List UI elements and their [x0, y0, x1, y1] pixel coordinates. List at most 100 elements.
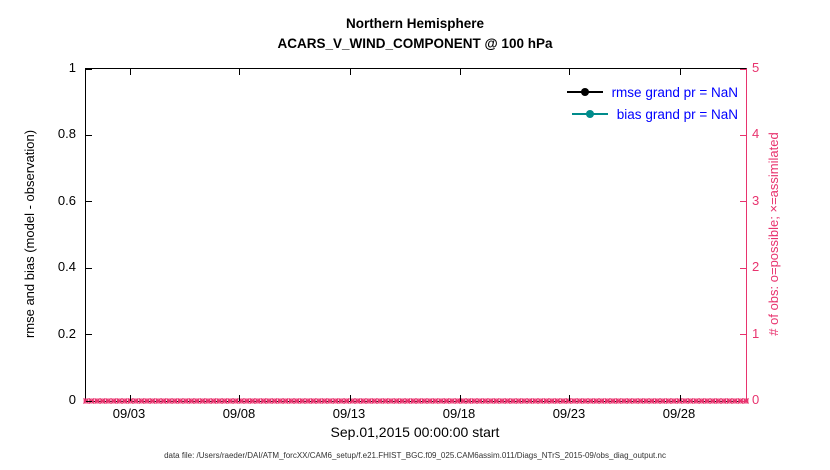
obs-marker-o: o [510, 395, 516, 406]
obs-marker-x: × [243, 394, 251, 408]
obs-marker-x: × [675, 394, 683, 408]
obs-marker-o: o [543, 395, 550, 406]
obs-marker-x: × [576, 394, 584, 408]
obs-marker-o: o [260, 395, 267, 406]
obs-marker-o: o [382, 395, 389, 406]
left-axis-tick [86, 201, 92, 203]
obs-marker-x: × [609, 394, 617, 408]
obs-marker-o: o [399, 395, 405, 406]
obs-marker-o: o [743, 395, 749, 406]
obs-marker-x: × [176, 394, 184, 408]
obs-marker-x: × [187, 394, 195, 408]
x-axis-tick-label: 09/13 [332, 406, 366, 421]
obs-marker-x: × [104, 394, 112, 408]
obs-marker-x: × [226, 394, 234, 408]
right-axis-tick [740, 267, 746, 269]
obs-marker-o: o [626, 395, 633, 406]
obs-marker-x: × [276, 394, 284, 408]
obs-marker-x: × [254, 394, 262, 408]
obs-marker-o: o [305, 395, 311, 406]
right-axis-tick [740, 334, 746, 336]
obs-marker-o: o [432, 395, 439, 406]
obs-marker-x: × [725, 394, 733, 408]
obs-marker-o: o [171, 395, 178, 406]
obs-marker-x: × [637, 394, 645, 408]
plot-area: rmse grand pr = NaN bias grand pr = NaN o… [82, 68, 750, 407]
obs-marker-x: × [465, 394, 473, 408]
obs-marker-x: × [332, 394, 340, 408]
right-axis-tick-label: 1 [752, 325, 760, 341]
obs-marker-x: × [459, 394, 467, 408]
obs-marker-x: × [287, 394, 295, 408]
obs-marker-x: × [265, 394, 273, 408]
x-axis-tick-label: 09/18 [442, 406, 476, 421]
obs-marker-o: o [338, 395, 344, 406]
obs-marker-o: o [682, 395, 688, 406]
obs-marker-o: o [177, 395, 184, 406]
obs-marker-o: o [726, 395, 733, 406]
x-axis-tick [239, 395, 241, 401]
obs-marker-o: o [549, 395, 555, 406]
left-y-axis-label: rmse and bias (model - observation) [22, 129, 37, 339]
obs-marker-x: × [503, 394, 512, 408]
obs-marker-x: × [626, 394, 634, 408]
obs-marker-o: o [388, 395, 394, 406]
obs-marker-x: × [714, 394, 722, 408]
obs-marker-x: × [93, 394, 101, 408]
obs-marker-x: × [149, 394, 157, 408]
obs-marker-x: × [426, 394, 434, 408]
obs-marker-o: o [138, 395, 145, 406]
obs-marker-o: o [554, 395, 561, 406]
obs-marker-x: × [376, 394, 384, 408]
right-axis-tick [740, 68, 746, 70]
obs-marker-o: o [427, 395, 433, 406]
obs-marker-x: × [126, 394, 134, 408]
left-axis-tick-label: 0.8 [57, 126, 76, 142]
obs-marker-o: o [532, 395, 538, 406]
obs-marker-o: o [316, 395, 322, 406]
left-axis-tick [86, 334, 92, 336]
obs-marker-x: × [559, 394, 567, 408]
obs-marker-o: o [488, 395, 494, 406]
obs-marker-x: × [365, 394, 373, 408]
x-axis-tick [349, 395, 351, 401]
obs-marker-x: × [537, 394, 545, 408]
obs-marker-x: × [687, 394, 695, 408]
obs-marker-o: o [366, 395, 372, 406]
obs-marker-o: o [355, 395, 361, 406]
obs-marker-o: o [687, 395, 694, 406]
obs-marker-o: o [105, 395, 111, 406]
obs-marker-x: × [160, 394, 168, 408]
obs-marker-o: o [671, 395, 677, 406]
obs-marker-x: × [137, 394, 145, 408]
obs-marker-o: o [404, 395, 411, 406]
obs-marker-x: × [692, 394, 700, 408]
obs-marker-x: × [731, 394, 739, 408]
x-axis-tick-top [679, 69, 681, 75]
obs-marker-x: × [193, 394, 201, 408]
obs-marker-o: o [321, 395, 328, 406]
obs-marker-o: o [266, 395, 272, 406]
x-axis-tick [569, 395, 571, 401]
obs-marker-x: × [703, 394, 711, 408]
obs-marker-o: o [604, 395, 611, 406]
obs-marker-o: o [615, 395, 622, 406]
obs-marker-x: × [215, 394, 223, 408]
obs-marker-o: o [160, 395, 167, 406]
left-axis-tick [86, 68, 92, 70]
obs-marker-o: o [188, 395, 195, 406]
obs-marker-o: o [249, 395, 256, 406]
obs-marker-o: o [155, 395, 161, 406]
obs-marker-o: o [255, 395, 261, 406]
obs-marker-x: × [526, 394, 534, 408]
obs-marker-x: × [476, 394, 484, 408]
obs-marker-o: o [477, 395, 483, 406]
obs-marker-o: o [560, 395, 566, 406]
obs-marker-x: × [470, 394, 478, 408]
obs-marker-o: o [698, 395, 705, 406]
obs-marker-x: × [620, 394, 628, 408]
obs-marker-o: o [99, 395, 106, 406]
obs-marker-o: o [677, 396, 683, 406]
obs-marker-o: o [471, 395, 477, 406]
